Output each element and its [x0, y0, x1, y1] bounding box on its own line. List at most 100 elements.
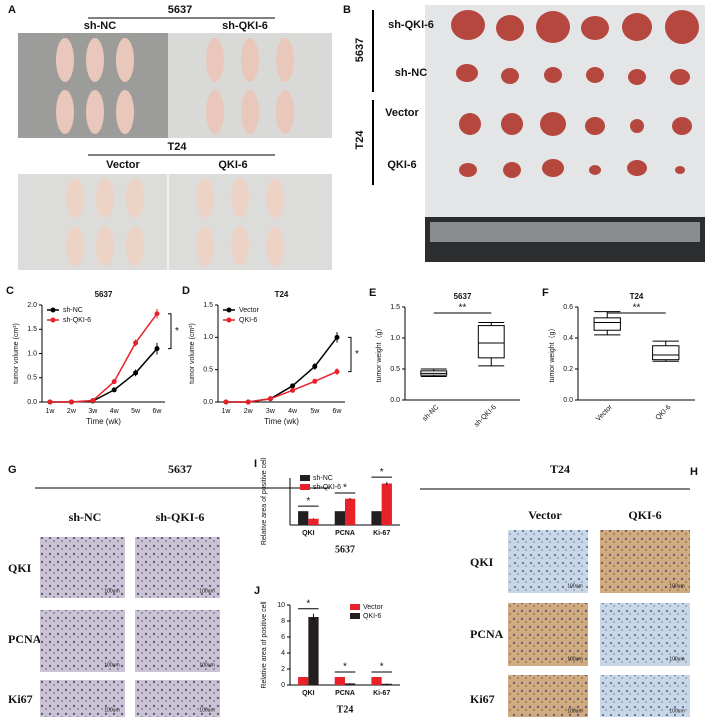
x-tick-label: 3w	[88, 408, 98, 415]
x-axis-label: Time (wk)	[264, 417, 299, 426]
legend-label: Vector	[239, 307, 260, 314]
y-tick-label: 2	[281, 666, 285, 673]
x-tick-label: 5w	[310, 408, 320, 415]
chart-title: 5637	[454, 292, 472, 301]
bar	[298, 677, 309, 685]
y-tick-label: 1.0	[390, 335, 400, 342]
x-tick-label: PCNA	[335, 690, 355, 697]
marker	[290, 383, 296, 389]
marker	[312, 378, 318, 384]
bar	[308, 617, 319, 685]
row-label: PCNA	[470, 627, 504, 641]
x-tick-label: sh-QKI-6	[473, 404, 498, 429]
bar	[334, 677, 345, 685]
panel-b: B 5637 sh-QKI-6 sh-NC T24 Vector QKI-6	[343, 4, 705, 262]
y-axis-label: tumor weight（g）	[375, 325, 383, 383]
scale-bar: 100um	[669, 583, 684, 589]
annotation: *	[306, 496, 310, 507]
scale-bar: 100um	[567, 583, 582, 589]
legend-label: QKI-6	[363, 613, 381, 620]
bar	[381, 683, 392, 685]
panel-a: A 5637 sh-NC sh-QKI-6 T24 Vector QKI-6	[8, 4, 332, 270]
scale-bars: 100um 100um 100um 100um 100um 100um	[104, 588, 214, 713]
legend-marker	[226, 307, 232, 313]
chart-title: T24	[630, 292, 644, 301]
y-tick-label: 0.6	[563, 304, 573, 311]
y-tick-label: 2.0	[27, 302, 37, 309]
photo	[18, 174, 332, 270]
y-tick-label: 0.0	[390, 397, 400, 404]
y-tick-label: 6	[281, 634, 285, 641]
annotation: *	[380, 662, 384, 673]
group-title: T24	[168, 141, 188, 153]
annotation: **	[633, 303, 641, 314]
y-tick-label: 1.0	[203, 334, 213, 341]
panel-label: C	[6, 285, 14, 297]
y-tick-label: 0.0	[563, 397, 573, 404]
group-title: T24	[354, 130, 366, 150]
x-tick-label: sh-NC	[421, 404, 440, 423]
panel-label: I	[254, 458, 257, 470]
panel-title: 5637	[168, 462, 192, 476]
y-axis-label: Relative area of positive cell	[261, 457, 268, 545]
annotation: *	[306, 598, 310, 609]
bar	[298, 511, 309, 525]
column-label: sh-QKI-6	[156, 510, 205, 524]
line	[50, 348, 158, 403]
marker	[334, 334, 340, 340]
scale-bar: 100um	[104, 662, 119, 668]
marker	[223, 399, 229, 405]
bar	[381, 483, 392, 525]
panel-label: J	[254, 585, 260, 597]
x-axis-label: 5637	[335, 544, 355, 555]
marker	[290, 387, 296, 393]
legend-marker	[50, 317, 56, 323]
legend-label: Vector	[363, 604, 384, 611]
legend-marker	[50, 307, 56, 313]
box	[593, 317, 621, 331]
marker	[154, 346, 160, 352]
annotation: *	[355, 349, 359, 360]
marker	[245, 399, 251, 405]
x-axis-label: T24	[337, 704, 354, 715]
y-tick-label: 4	[281, 650, 285, 657]
legend-swatch	[300, 475, 310, 481]
annotation: *	[380, 467, 384, 478]
y-tick-label: 0.0	[27, 399, 37, 406]
legend-swatch	[300, 484, 310, 490]
row-label: sh-QKI-6	[388, 19, 434, 31]
x-tick-label: Ki-67	[373, 530, 390, 537]
scale-bar: 100um	[199, 588, 214, 594]
legend-label: QKI-6	[239, 317, 257, 324]
x-tick-label: 2w	[67, 408, 77, 415]
marker	[267, 396, 273, 402]
y-tick-label: 1.5	[390, 304, 400, 311]
y-tick-label: 0.0	[203, 399, 213, 406]
legend-label: sh-NC	[63, 307, 83, 314]
line	[226, 336, 338, 403]
marker	[334, 369, 340, 375]
x-tick-label: Vector	[595, 403, 614, 422]
scale-bar: 100um	[567, 708, 582, 714]
panel-label: H	[690, 466, 698, 478]
row-label: Ki67	[470, 692, 495, 706]
bar	[371, 511, 382, 525]
marker	[154, 311, 160, 317]
group-title: 5637	[168, 4, 192, 16]
row-label: PCNA	[8, 632, 42, 646]
panel-h: H T24 Vector QKI-6 QKI PCNA Ki67 100um 1…	[420, 462, 698, 717]
marker	[111, 387, 117, 393]
marker	[47, 399, 53, 405]
scale-bar: 100um	[567, 656, 582, 662]
x-tick-label: 1w	[222, 408, 232, 415]
scale-bar: 100um	[104, 707, 119, 713]
group-title: 5637	[354, 38, 366, 62]
mice	[56, 38, 294, 134]
y-tick-label: 10	[277, 602, 285, 609]
line	[50, 313, 158, 403]
legend-label: sh-NC	[313, 475, 333, 482]
marker	[133, 370, 139, 376]
y-tick-label: 0	[281, 682, 285, 689]
column-label: sh-NC	[84, 20, 116, 32]
y-axis-label: tumor volume (cm³)	[13, 323, 20, 384]
